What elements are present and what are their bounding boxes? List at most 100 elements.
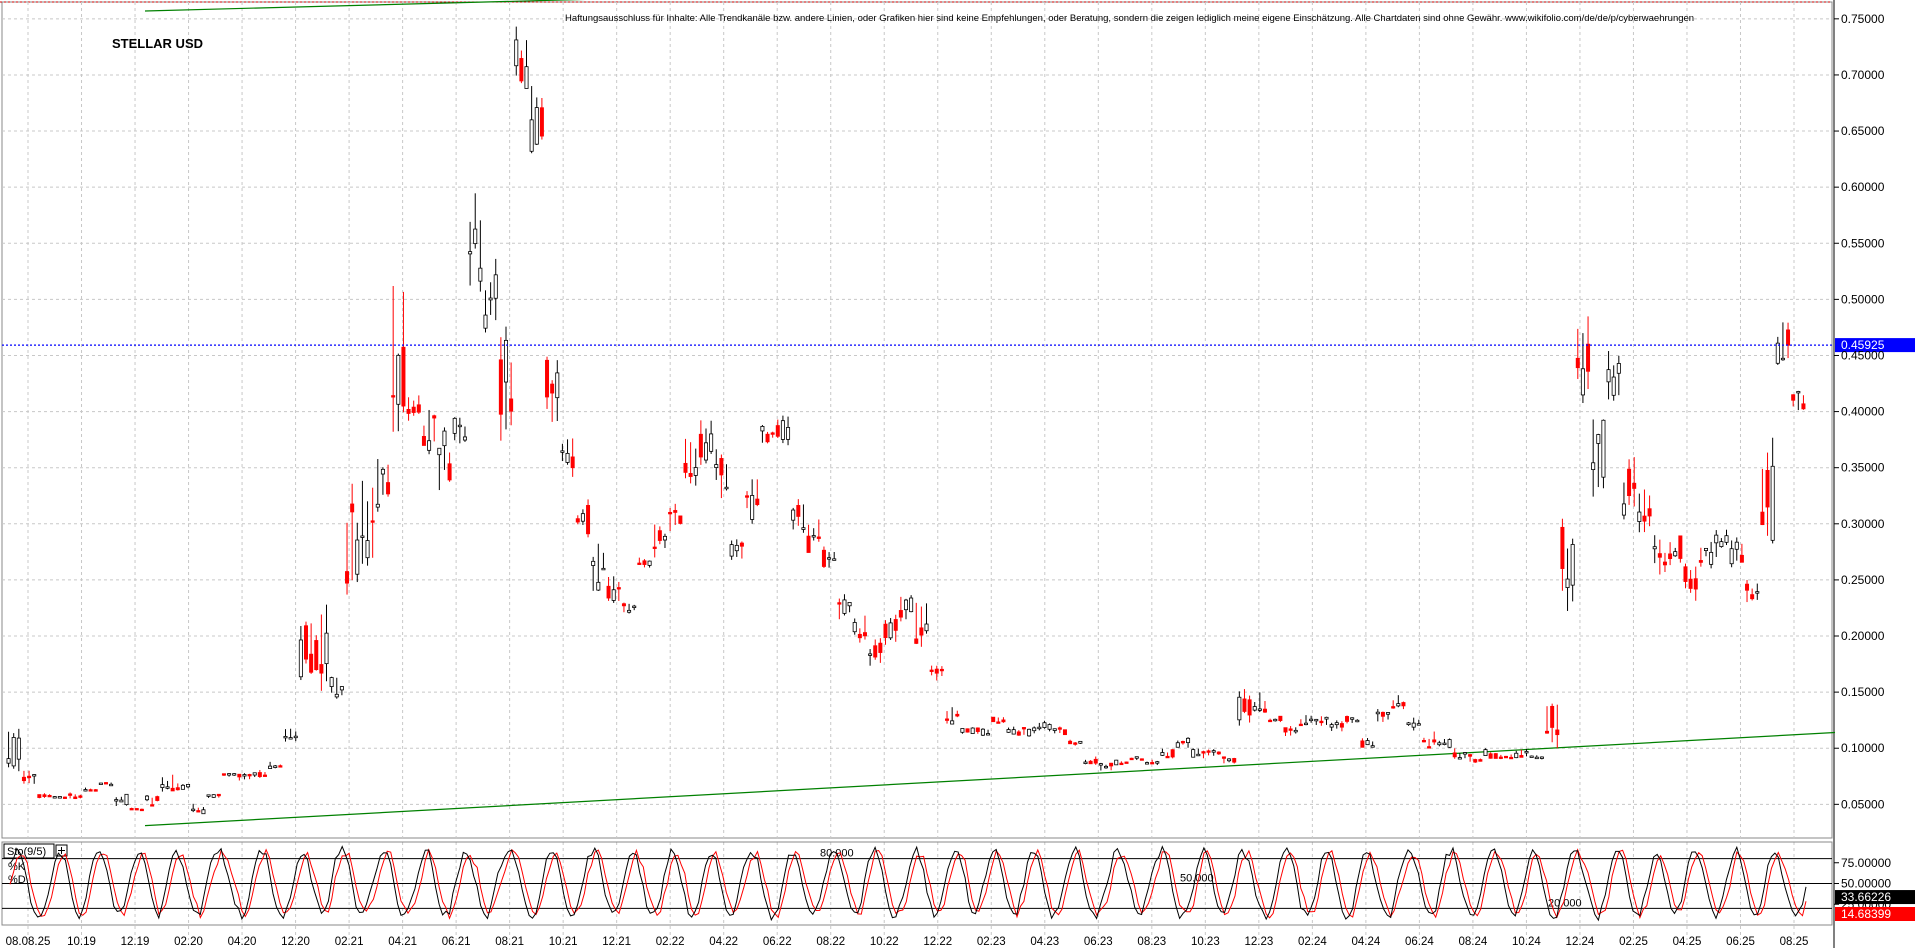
candle	[1068, 739, 1073, 745]
candle-body	[1037, 726, 1042, 730]
candle	[380, 467, 385, 495]
candle-body	[298, 639, 303, 678]
candle-body	[621, 603, 626, 607]
candle	[1555, 704, 1560, 749]
candle	[1227, 758, 1232, 763]
candle-body	[519, 58, 524, 82]
candle-body	[1334, 722, 1339, 726]
candle-body	[452, 417, 457, 434]
x-tick-label: 04.21	[388, 936, 417, 948]
candle-body	[857, 633, 862, 639]
x-tick-label: 02.20	[174, 936, 203, 948]
candle	[980, 728, 985, 737]
candle	[775, 419, 780, 439]
candle-body	[945, 718, 950, 721]
candle-body	[1729, 548, 1734, 565]
candle-body	[334, 693, 339, 698]
candle	[437, 447, 442, 491]
candle	[1770, 437, 1775, 544]
candle-body	[1745, 583, 1750, 591]
candle-body	[565, 452, 570, 463]
candle-body	[1678, 535, 1683, 559]
candle-body	[1396, 703, 1401, 707]
candle-body	[345, 571, 350, 584]
candle-body	[1627, 468, 1632, 497]
candle-body	[62, 796, 67, 799]
candle	[1329, 722, 1334, 731]
candle-body	[1062, 729, 1067, 736]
candle-body	[837, 602, 842, 605]
candle	[1314, 718, 1319, 725]
candle-body	[1016, 731, 1021, 736]
candle	[883, 620, 888, 645]
candle	[457, 417, 462, 444]
candle-body	[1216, 751, 1221, 755]
candle-body	[1324, 716, 1329, 720]
candle-body	[1355, 719, 1360, 723]
candle-body	[370, 520, 375, 523]
candle-body	[1647, 508, 1652, 517]
candle-body	[1714, 534, 1719, 544]
candle	[755, 479, 760, 507]
candle-body	[1360, 740, 1365, 748]
candle	[375, 459, 380, 512]
candle-body	[160, 784, 165, 788]
candle-body	[678, 515, 683, 524]
candle-body	[909, 597, 914, 613]
candle	[1539, 756, 1544, 760]
candle	[283, 729, 288, 742]
candle-body	[852, 622, 857, 633]
candle-body	[991, 716, 996, 723]
candle-body	[206, 794, 211, 797]
candle	[1447, 738, 1452, 748]
candle-body	[360, 535, 365, 538]
candle-body	[386, 482, 391, 495]
candle-body	[1755, 591, 1760, 594]
candle-body	[396, 354, 401, 405]
candle	[791, 507, 796, 530]
candle	[842, 594, 847, 616]
candle	[1796, 390, 1801, 411]
candle-body	[821, 549, 826, 567]
y-tick-label: 0.40000	[1841, 405, 1885, 419]
candle	[678, 515, 683, 525]
candle	[1278, 715, 1283, 723]
candle-body	[1668, 553, 1673, 560]
candle	[647, 560, 652, 568]
x-tick-label: 04.20	[228, 936, 257, 948]
candle-body	[1021, 727, 1026, 730]
candle	[180, 784, 185, 790]
candle-body	[1416, 723, 1421, 726]
candle	[345, 522, 350, 595]
candle-body	[1129, 757, 1134, 761]
candle	[991, 716, 996, 723]
candle-body	[796, 505, 801, 517]
candle-body	[1083, 761, 1088, 764]
candle-body	[1345, 716, 1350, 722]
candle-body	[11, 737, 16, 767]
candle	[1780, 322, 1785, 361]
candle-body	[1473, 759, 1478, 763]
candle-body	[1534, 756, 1539, 760]
candle-body	[375, 503, 380, 508]
candle-body	[1555, 729, 1560, 736]
candle-body	[1098, 763, 1103, 766]
candle-body	[632, 605, 637, 608]
candle	[37, 794, 42, 799]
candle-body	[898, 610, 903, 618]
candle	[1616, 355, 1621, 396]
candle-body	[1688, 578, 1693, 589]
candle	[1304, 715, 1309, 726]
candle	[493, 258, 498, 321]
y-tick-label: 0.35000	[1841, 461, 1885, 475]
candle	[52, 796, 57, 799]
candle-body	[1596, 434, 1601, 444]
candle	[237, 773, 242, 781]
candle-body	[155, 796, 160, 801]
candle	[832, 552, 837, 561]
candle-body	[1124, 761, 1129, 764]
candle-body	[970, 727, 975, 734]
candle-body	[868, 653, 873, 656]
candle-body	[698, 433, 703, 458]
candle	[816, 519, 821, 542]
